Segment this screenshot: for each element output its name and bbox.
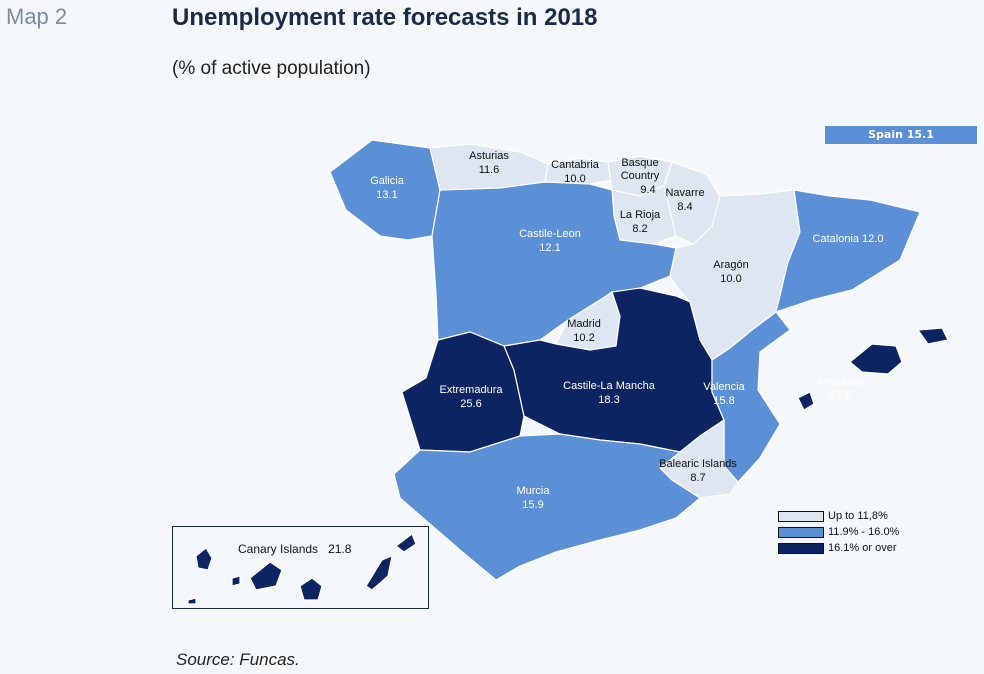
region-label-la-rioja: La Rioja — [620, 209, 661, 221]
region-label-navarre: Navarre — [665, 187, 704, 199]
region-balearic-islands[interactable] — [797, 327, 949, 411]
legend-label-mid: 11.9% - 16.0% — [828, 526, 900, 538]
region-value-madrid: 10.2 — [573, 332, 594, 344]
region-label-castile-la-mancha: Castile-La Mancha — [563, 380, 656, 392]
map-number-label: Map 2 — [6, 4, 68, 29]
region-value-la-rioja: 8.2 — [632, 223, 647, 235]
region-value-extremadura: 25.6 — [460, 398, 481, 410]
region-value-murcia: 15.9 — [522, 499, 543, 511]
map-legend: Up to 11,8% 11.9% - 16.0% 16.1% or over — [778, 508, 899, 556]
canary-islands[interactable] — [187, 533, 417, 605]
legend-label-low: Up to 11,8% — [828, 510, 888, 522]
region-value-castile-la-mancha: 18.3 — [598, 394, 619, 406]
region-label-madrid: Madrid — [567, 318, 601, 330]
region-label-extremadura: Extremadura — [440, 384, 504, 396]
page-title: Unemployment rate forecasts in 2018 — [172, 4, 598, 31]
legend-item-mid: 11.9% - 16.0% — [778, 524, 899, 540]
legend-label-high: 16.1% or over — [828, 542, 897, 554]
region-value-galicia: 13.1 — [376, 189, 397, 201]
region-label-murcia: Murcia — [516, 485, 550, 497]
legend-item-low: Up to 11,8% — [778, 508, 899, 524]
legend-swatch-mid — [778, 526, 824, 538]
region-andalusia[interactable] — [393, 433, 702, 581]
region-label-castile-leon: Castile-Leon — [519, 228, 581, 240]
legend-swatch-low — [778, 510, 824, 522]
region-label-basque-country-line2: Country — [621, 170, 660, 182]
legend-swatch-high — [778, 542, 824, 554]
region-value-navarre: 8.4 — [677, 201, 692, 213]
region-value-basque-country: 9.4 — [640, 184, 655, 196]
canary-islands-name: Canary Islands — [238, 542, 319, 556]
region-label-basque-country-line1: Basque — [621, 157, 658, 169]
region-value-balearic-islands: 8.7 — [690, 472, 705, 484]
canary-islands-value: 21.8 — [328, 542, 352, 556]
source-note: Source: Funcas. — [176, 650, 300, 669]
region-label-catalonia: Catalonia 12.0 — [813, 233, 884, 245]
canary-islands-label: Canary Islands 21.8 — [238, 542, 351, 556]
region-label-balearic-islands: Balearic Islands — [659, 458, 737, 470]
region-value-cantabria: 10.0 — [564, 173, 585, 185]
region-label-andalusia: Andalusia — [816, 376, 865, 388]
region-label-arag-n: Aragón — [713, 259, 748, 271]
region-label-valencia: Valencia — [703, 381, 745, 393]
region-label-cantabria: Cantabria — [551, 159, 600, 171]
spain-total-badge: Spain 15.1 — [825, 126, 977, 144]
region-value-castile-leon: 12.1 — [539, 242, 560, 254]
page-subtitle: (% of active population) — [172, 58, 371, 79]
region-label-asturias: Asturias — [469, 150, 509, 162]
region-label-galicia: Galicia — [370, 175, 405, 187]
region-catalonia[interactable] — [775, 189, 921, 313]
canary-islands-inset — [172, 526, 429, 609]
region-value-andalusia: 24.1 — [829, 390, 850, 402]
region-value-asturias: 11.6 — [479, 164, 500, 176]
region-value-valencia: 15.8 — [713, 395, 734, 407]
legend-item-high: 16.1% or over — [778, 540, 899, 556]
region-value-arag-n: 10.0 — [720, 273, 741, 285]
